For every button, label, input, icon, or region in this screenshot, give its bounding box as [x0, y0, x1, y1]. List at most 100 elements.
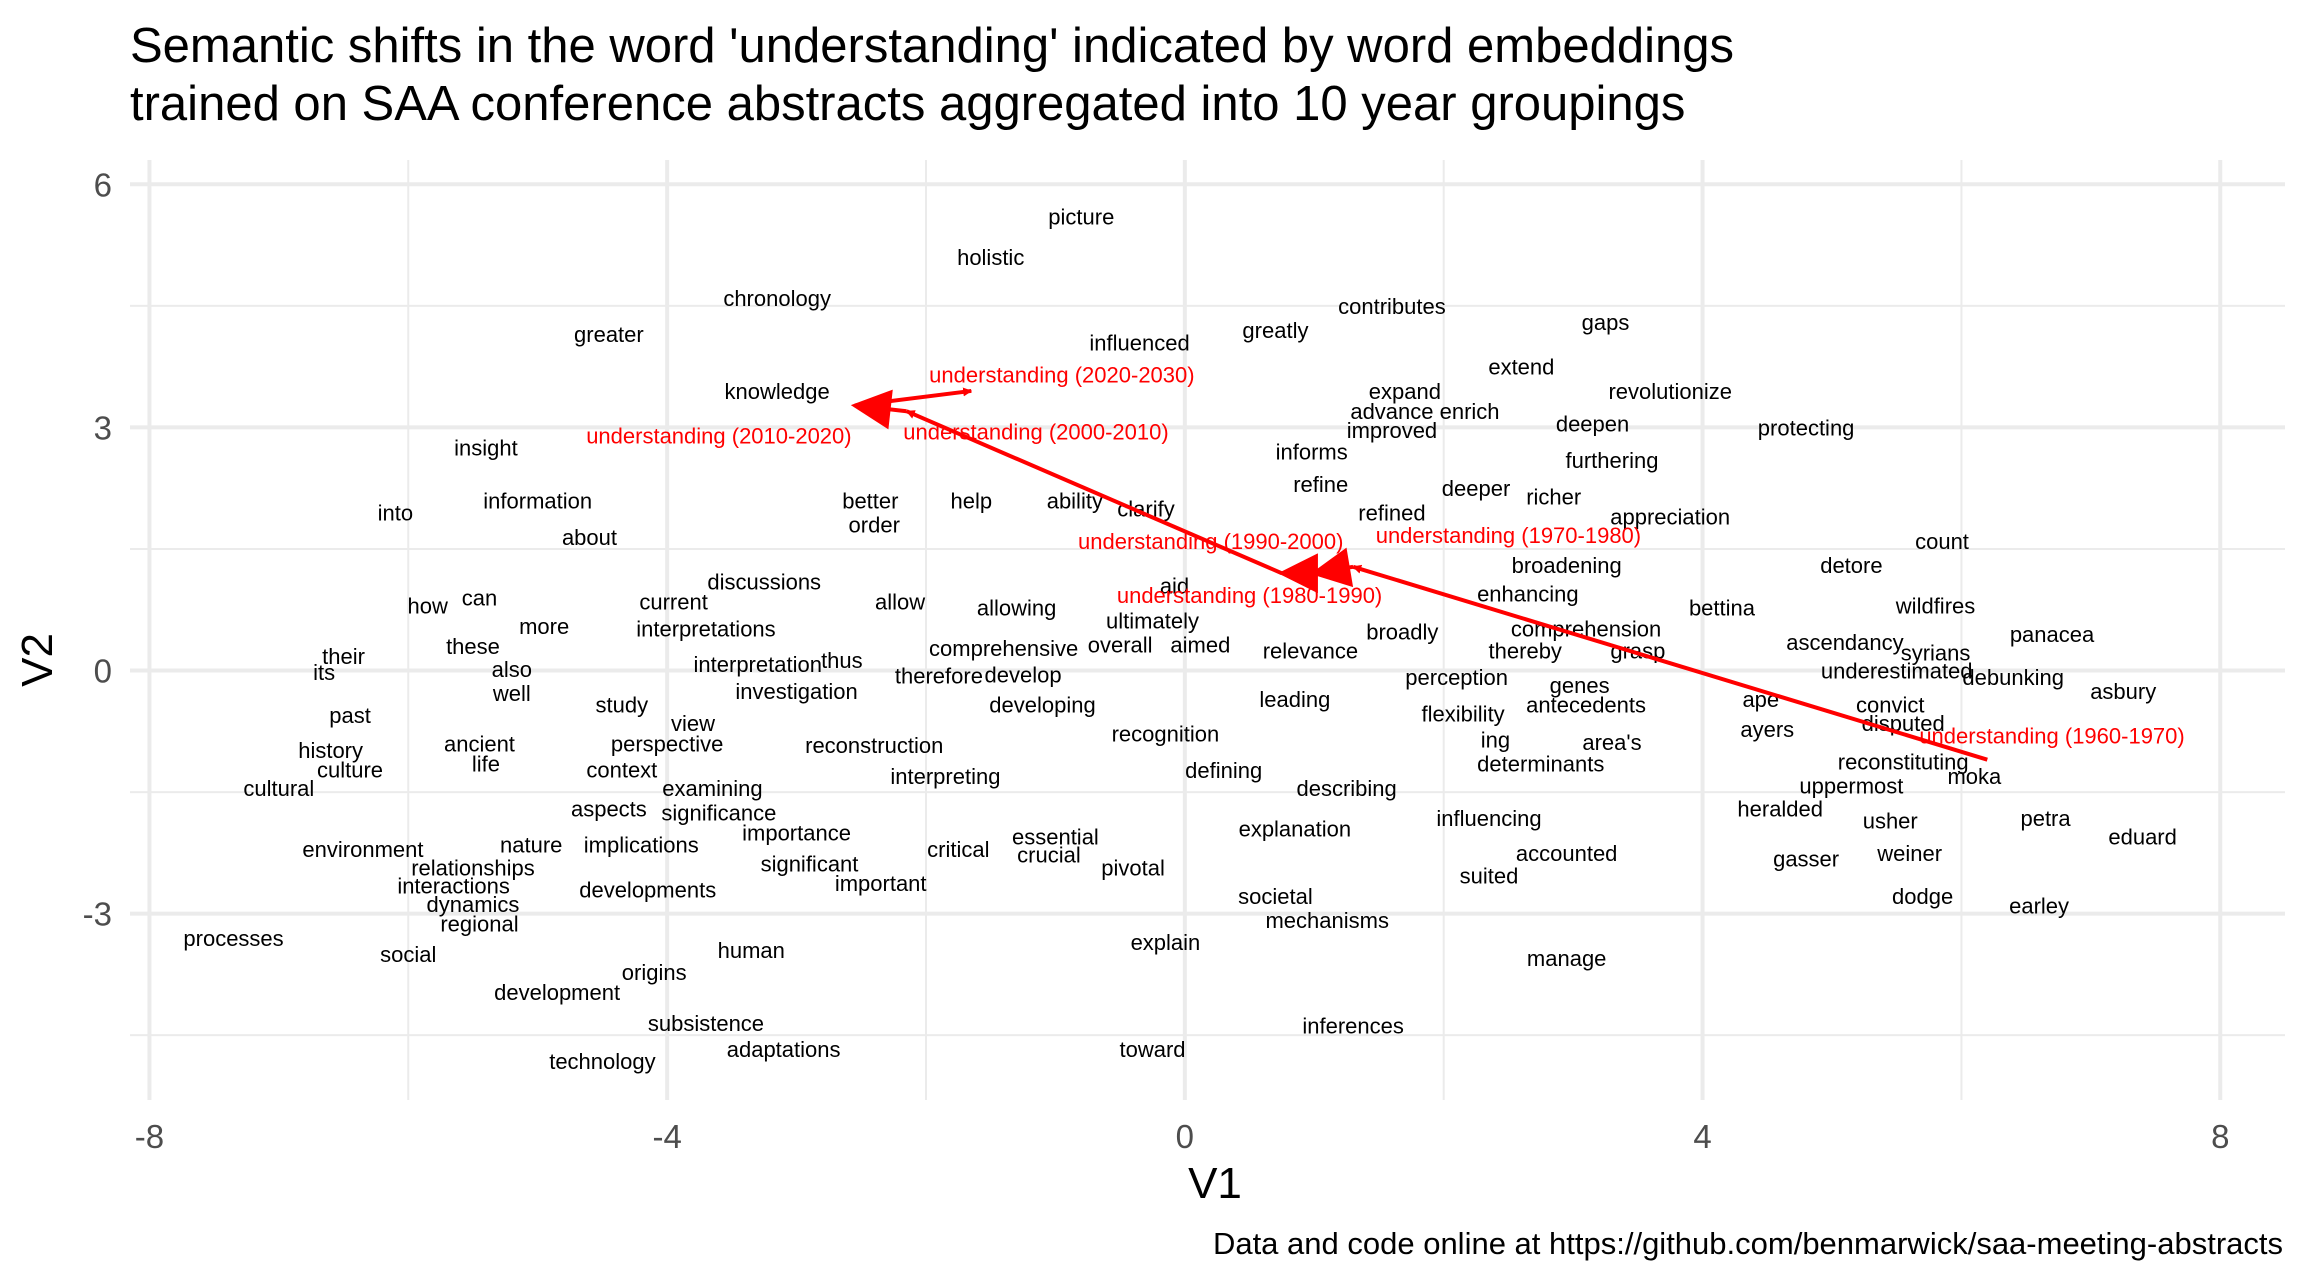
word-label: significance	[661, 800, 776, 825]
word-label: syrians	[1901, 641, 1971, 666]
word-label: nature	[500, 833, 562, 858]
understanding-label: understanding (1980-1990)	[1117, 583, 1382, 608]
word-label: implications	[584, 833, 699, 858]
word-label: social	[380, 942, 436, 967]
word-label: origins	[622, 960, 687, 985]
word-label: its	[313, 660, 335, 685]
word-label: current	[639, 590, 707, 615]
x-tick-label: 4	[1693, 1118, 1711, 1155]
word-label: explanation	[1239, 817, 1352, 842]
word-label: influenced	[1089, 330, 1189, 355]
word-label: furthering	[1565, 448, 1658, 473]
word-label: influencing	[1436, 806, 1541, 831]
word-label: deepen	[1556, 411, 1629, 436]
word-label: also	[492, 657, 532, 682]
understanding-label: understanding (1970-1980)	[1376, 523, 1641, 548]
word-label: interpretations	[636, 616, 775, 641]
word-label: life	[472, 752, 500, 777]
word-label: developing	[989, 693, 1095, 718]
x-tick-label: 0	[1176, 1118, 1194, 1155]
word-label: genes	[1550, 673, 1610, 698]
word-label: enhancing	[1477, 582, 1579, 607]
word-label: revolutionize	[1608, 379, 1732, 404]
word-label: manage	[1527, 946, 1607, 971]
understanding-label: understanding (1990-2000)	[1078, 529, 1343, 554]
word-label: bettina	[1689, 595, 1756, 620]
x-tick-label: -8	[135, 1118, 164, 1155]
word-label: recognition	[1112, 722, 1220, 747]
word-label: wildfires	[1895, 594, 1975, 619]
word-label: environment	[302, 837, 423, 862]
word-label: mechanisms	[1265, 908, 1388, 933]
x-tick-label: -4	[652, 1118, 681, 1155]
word-label: their	[322, 644, 365, 669]
word-label: dodge	[1892, 884, 1953, 909]
understanding-label: understanding (1960-1970)	[1919, 723, 2184, 748]
word-label: convict	[1856, 693, 1924, 718]
y-tick-label: -3	[83, 896, 112, 933]
word-label: area's	[1582, 730, 1641, 755]
word-label: allow	[875, 590, 925, 615]
trajectory-arrow	[1352, 564, 1988, 762]
word-label: order	[849, 513, 900, 538]
word-label: gasser	[1773, 847, 1839, 872]
word-label: count	[1915, 529, 1969, 554]
word-points: picture holistic chronology contributes gaps…	[183, 205, 2176, 1074]
word-label: describing	[1296, 776, 1396, 801]
understanding-label: understanding (2000-2010)	[903, 419, 1168, 444]
word-label: broadly	[1366, 620, 1438, 645]
grid-major	[130, 160, 2285, 1100]
word-label: aid	[1160, 573, 1189, 598]
word-label: well	[492, 681, 531, 706]
word-label: can	[462, 586, 497, 611]
word-label: view	[671, 711, 715, 736]
y-axis-title: V2	[13, 633, 62, 687]
word-label: investigation	[735, 679, 857, 704]
word-label: processes	[183, 926, 283, 951]
word-label: picture	[1048, 205, 1114, 230]
word-label: extend	[1488, 355, 1554, 380]
x-tick-label: 8	[2211, 1118, 2229, 1155]
word-label: chronology	[723, 286, 831, 311]
word-label: broadening	[1512, 553, 1622, 578]
word-label: holistic	[957, 245, 1024, 270]
word-label: explain	[1131, 930, 1201, 955]
word-label: thus	[821, 648, 863, 673]
word-label: greater	[574, 322, 644, 347]
understanding-trajectory	[850, 387, 1988, 762]
chart-title-line-1: Semantic shifts in the word 'understandi…	[130, 19, 1734, 73]
word-label: improved	[1347, 418, 1437, 443]
word-label: ing	[1481, 727, 1510, 752]
word-label: panacea	[2010, 622, 2095, 647]
word-label: gaps	[1582, 310, 1630, 335]
word-label: refine	[1293, 472, 1348, 497]
word-label: ascendancy	[1786, 630, 1903, 655]
word-label: defining	[1185, 758, 1262, 783]
word-label: determinants	[1477, 752, 1604, 777]
word-label: asbury	[2090, 679, 2156, 704]
word-label: toward	[1119, 1037, 1185, 1062]
word-label: perception	[1405, 665, 1508, 690]
word-label: regional	[440, 911, 518, 936]
word-label: cultural	[243, 776, 314, 801]
y-tick-label: 6	[94, 166, 112, 203]
word-label: suited	[1460, 864, 1519, 889]
word-label: underestimated	[1821, 659, 1973, 684]
understanding-label: understanding (2010-2020)	[586, 424, 851, 449]
word-label: better	[842, 488, 898, 513]
trajectory-arrow	[850, 389, 907, 430]
word-label: knowledge	[725, 379, 830, 404]
word-label: earley	[2009, 894, 2069, 919]
word-label: antecedents	[1526, 693, 1646, 718]
word-label: ultimately	[1106, 608, 1199, 633]
word-label: past	[329, 703, 371, 728]
word-label: perspective	[611, 731, 724, 756]
word-label: interpreting	[890, 764, 1000, 789]
word-label: overall	[1088, 633, 1153, 658]
word-label: discussions	[707, 569, 821, 594]
word-label: technology	[549, 1049, 655, 1074]
word-label: expand	[1369, 379, 1441, 404]
word-label: critical	[927, 837, 989, 862]
word-label: petra	[2020, 806, 2071, 831]
